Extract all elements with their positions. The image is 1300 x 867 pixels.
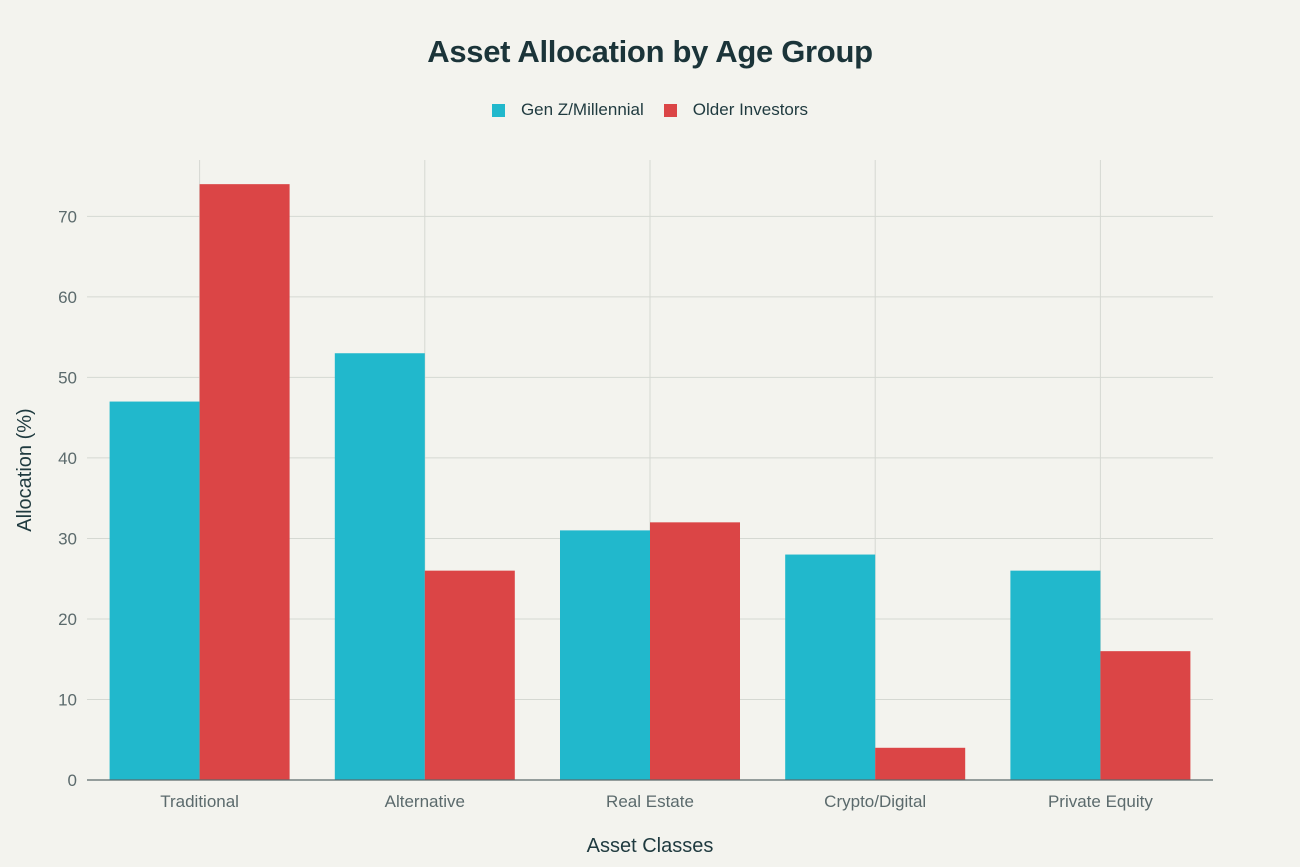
bars: [109, 184, 1191, 781]
bar-older-3[interactable]: [875, 747, 966, 780]
x-tick-label: Private Equity: [1048, 792, 1153, 811]
legend: Gen Z/Millennial Older Investors: [0, 100, 1300, 120]
x-axis-title: Asset Classes: [587, 835, 714, 857]
x-tick-label: Real Estate: [606, 792, 694, 811]
bar-gen-z-4[interactable]: [1010, 570, 1101, 780]
y-tick-label: 60: [58, 288, 77, 307]
y-tick-label: 50: [58, 368, 77, 387]
bar-gen-z-1[interactable]: [334, 353, 425, 780]
y-tick-label: 20: [58, 610, 77, 629]
legend-swatch-older: [663, 103, 677, 117]
x-tick-label: Crypto/Digital: [824, 792, 926, 811]
y-axis-title: Allocation (%): [14, 408, 36, 531]
legend-item-gen-z[interactable]: Gen Z/Millennial: [491, 100, 644, 120]
chart-title: Asset Allocation by Age Group: [427, 34, 873, 69]
bar-gen-z-0[interactable]: [109, 401, 200, 780]
x-tick-label: Alternative: [385, 792, 465, 811]
legend-item-older[interactable]: Older Investors: [663, 100, 809, 120]
y-tick-label: 70: [58, 207, 77, 226]
bar-gen-z-2[interactable]: [560, 530, 650, 780]
bar-older-2[interactable]: [650, 522, 740, 780]
x-tick-label: Traditional: [160, 792, 239, 811]
y-tick-label: 0: [68, 771, 77, 790]
bar-gen-z-3[interactable]: [785, 554, 876, 780]
bar-older-4[interactable]: [1100, 651, 1191, 780]
bar-older-1[interactable]: [424, 570, 515, 780]
legend-label-gen-z: Gen Z/Millennial: [520, 100, 644, 119]
legend-label-older: Older Investors: [692, 100, 809, 119]
y-tick-label: 30: [58, 529, 77, 548]
legend-swatch-gen-z: [491, 103, 505, 117]
bar-older-0[interactable]: [199, 184, 290, 781]
y-tick-label: 40: [58, 449, 77, 468]
y-tick-label: 10: [58, 690, 77, 709]
axes: 0 10 20 30 40 50 60 70 Traditional Alternative Rea…: [58, 207, 1213, 811]
